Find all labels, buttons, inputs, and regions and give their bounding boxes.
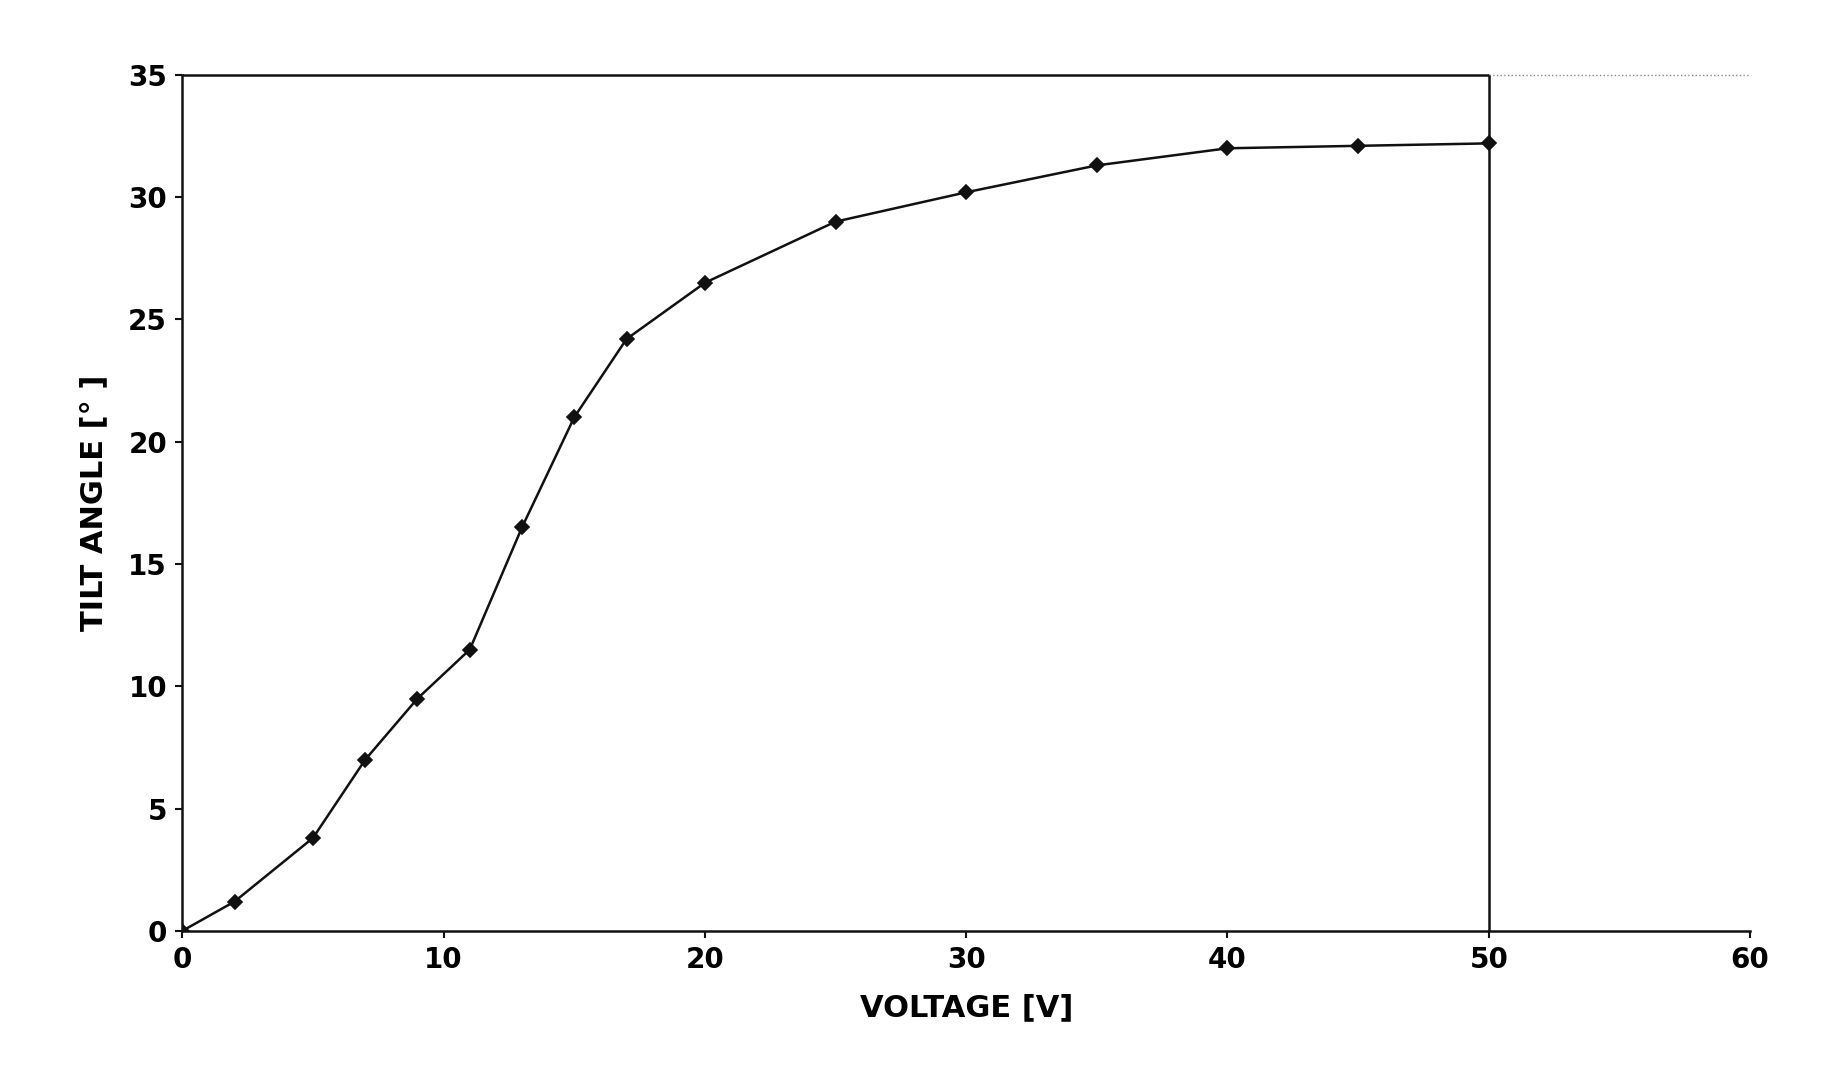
X-axis label: VOLTAGE [V]: VOLTAGE [V] bbox=[859, 994, 1074, 1023]
Y-axis label: TILT ANGLE [° ]: TILT ANGLE [° ] bbox=[80, 374, 109, 631]
